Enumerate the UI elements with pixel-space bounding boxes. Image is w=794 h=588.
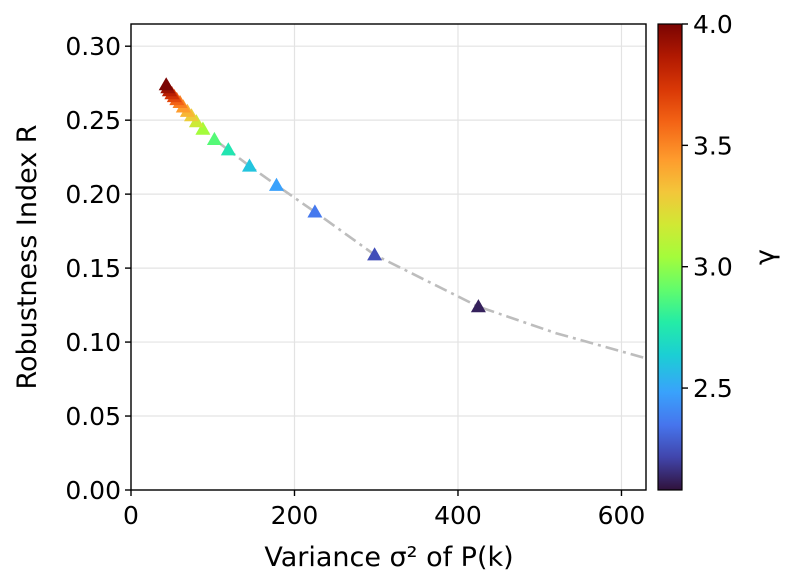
x-tick-label: 400 bbox=[434, 501, 482, 530]
x-tick-label: 200 bbox=[271, 501, 319, 530]
grid bbox=[130, 24, 646, 491]
data-point-triangle bbox=[206, 131, 222, 145]
y-tick-label: 0.10 bbox=[65, 328, 121, 357]
data-point-triangle bbox=[158, 77, 174, 91]
y-tick-label: 0.30 bbox=[65, 32, 121, 61]
x-axis-label: Variance σ² of P(k) bbox=[264, 542, 513, 573]
colorbar-tick-label: 4.0 bbox=[693, 10, 733, 39]
y-tick-label: 0.20 bbox=[65, 180, 121, 209]
data-point-triangle bbox=[470, 299, 486, 313]
colorbar-label: γ bbox=[750, 249, 781, 265]
data-point-triangle bbox=[195, 121, 211, 135]
data-point-triangle bbox=[367, 247, 383, 261]
y-axis-label: Robustness Index R bbox=[12, 124, 43, 389]
y-tick-label: 0.25 bbox=[65, 106, 121, 135]
x-tick-label: 600 bbox=[598, 501, 646, 530]
y-tick-label: 0.15 bbox=[65, 254, 121, 283]
data-point-triangle bbox=[220, 142, 236, 156]
colorbar-tick-label: 3.5 bbox=[693, 131, 733, 160]
y-axis-ticks: 0.00 0.05 0.10 0.15 0.20 0.25 0.30 bbox=[65, 32, 131, 505]
colorbar-ticks: 2.5 3.0 3.5 4.0 bbox=[682, 10, 733, 403]
y-tick-label: 0.05 bbox=[65, 402, 121, 431]
y-tick-label: 0.00 bbox=[65, 476, 121, 505]
colorbar-tick-label: 2.5 bbox=[693, 374, 733, 403]
colorbar-tick-label: 3.0 bbox=[693, 253, 733, 282]
data-point-triangle bbox=[307, 204, 323, 218]
data-points bbox=[158, 77, 486, 313]
data-point-triangle bbox=[269, 177, 284, 191]
fit-line bbox=[165, 83, 647, 360]
colorbar bbox=[657, 23, 683, 491]
x-tick-label: 0 bbox=[123, 501, 139, 530]
plot-frame bbox=[130, 23, 647, 491]
data-point-triangle bbox=[242, 158, 257, 172]
x-axis-ticks: 0 200 400 600 bbox=[123, 490, 645, 530]
